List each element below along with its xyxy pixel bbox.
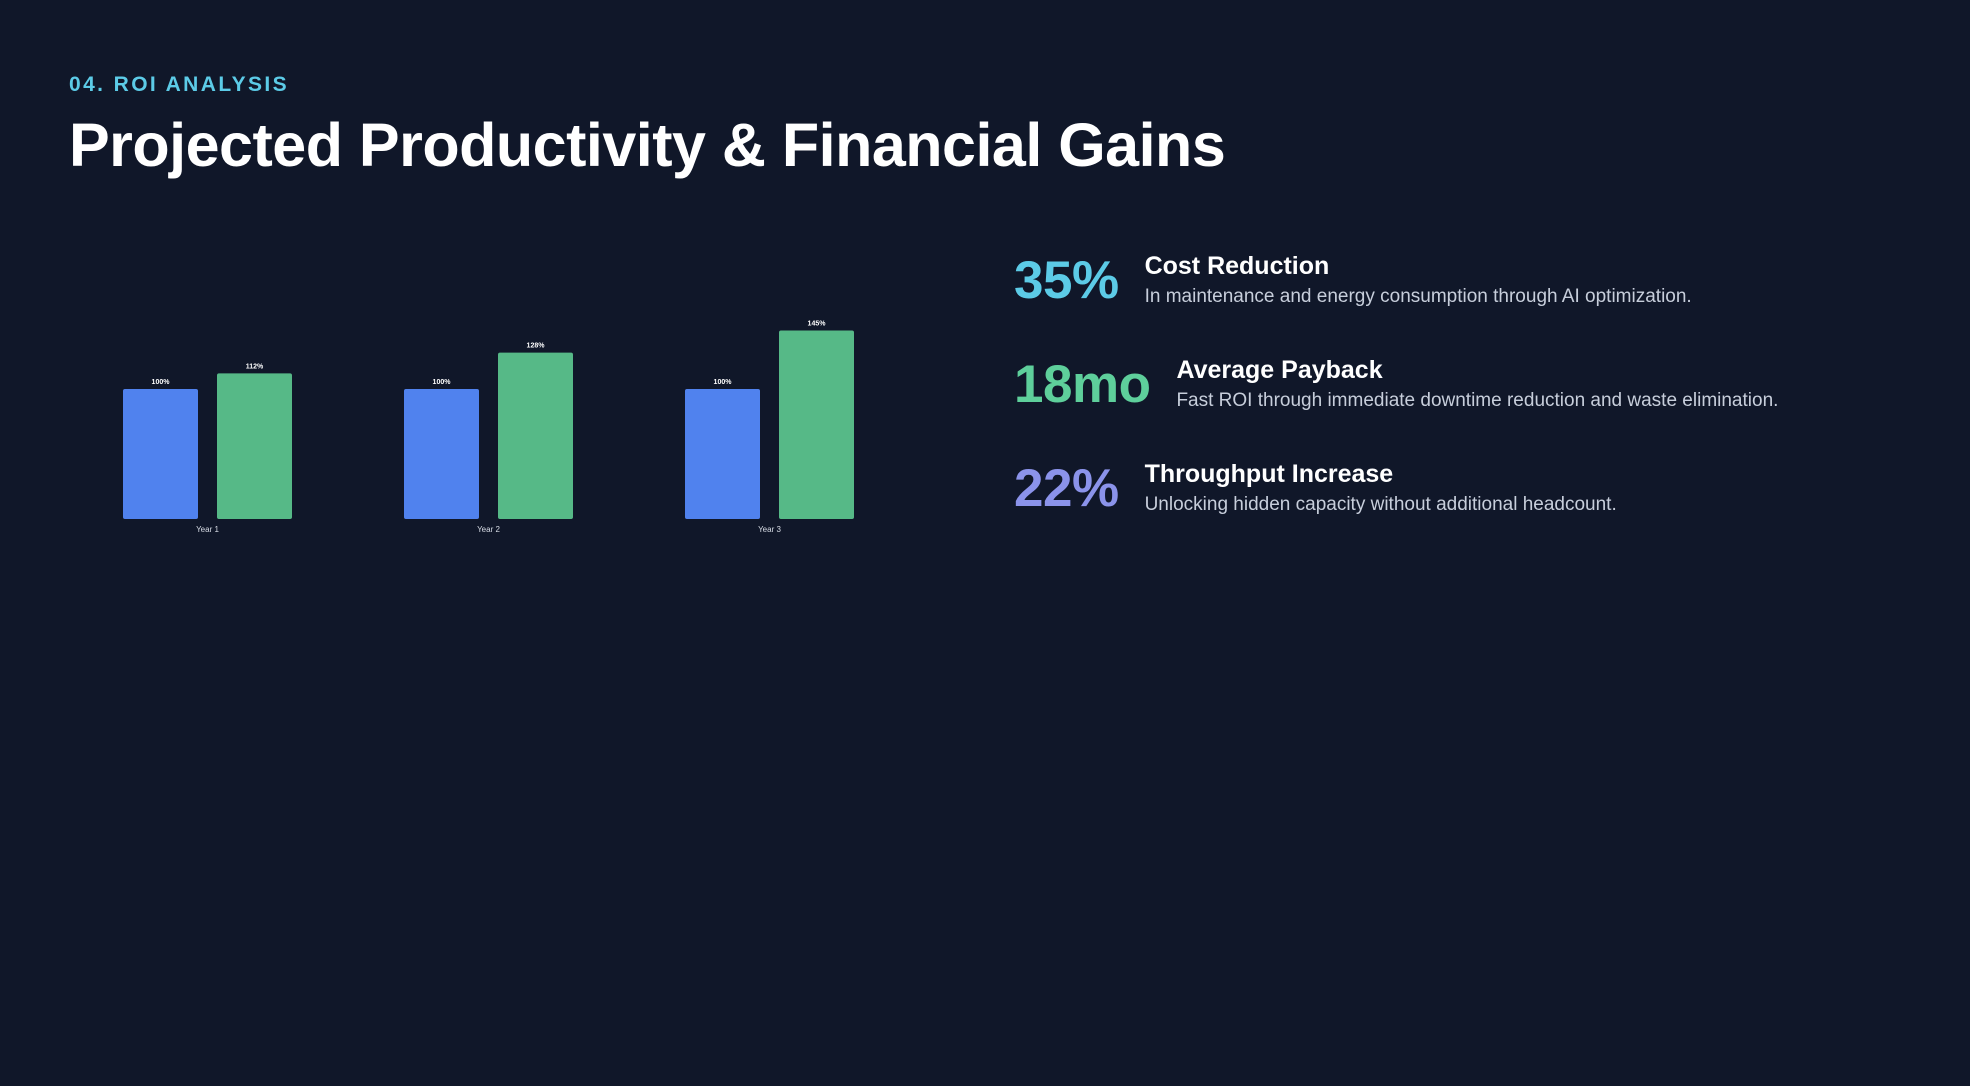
stat-text: Average Payback Fast ROI through immedia… [1176, 356, 1778, 413]
stat-value: 22% [1014, 458, 1119, 518]
bar-projected-1 [217, 373, 292, 519]
stat-average-payback: 18mo Average Payback Fast ROI through im… [1014, 356, 1778, 413]
bar-value-label: 100% [714, 379, 733, 386]
bar-projected-2 [498, 352, 573, 519]
chart-svg: 100% 112% Year 1 100% 128% Year 2 100% 145% Year… [123, 321, 854, 534]
stat-value: 35% [1014, 250, 1119, 310]
section-label: 04. ROI ANALYSIS [69, 73, 290, 96]
stat-cost-reduction: 35% Cost Reduction In maintenance and en… [1014, 252, 1692, 309]
bar-baseline-3 [685, 389, 760, 519]
stat-text: Cost Reduction In maintenance and energy… [1145, 252, 1692, 309]
bar-value-label: 145% [808, 321, 827, 328]
bar-value-label: 112% [246, 363, 264, 370]
x-tick-label: Year 3 [758, 525, 781, 534]
stat-title: Average Payback [1176, 356, 1383, 384]
page-title: Projected Productivity & Financial Gains [69, 111, 1226, 179]
bar-value-label: 100% [433, 379, 452, 386]
stat-text: Throughput Increase Unlocking hidden cap… [1145, 460, 1617, 517]
stat-title: Throughput Increase [1144, 460, 1394, 488]
x-tick-label: Year 1 [196, 525, 219, 534]
stat-title: Cost Reduction [1144, 252, 1330, 280]
bar-projected-3 [779, 330, 854, 519]
stat-description: In maintenance and energy consumption th… [1144, 285, 1692, 307]
x-tick-label: Year 2 [477, 525, 500, 534]
stat-value: 18mo [1014, 354, 1151, 414]
stat-description: Unlocking hidden capacity without additi… [1144, 493, 1617, 515]
bar-value-label: 128% [527, 343, 546, 350]
stat-description: Fast ROI through immediate downtime redu… [1176, 389, 1779, 411]
bar-baseline-1 [123, 389, 198, 519]
stat-throughput-increase: 22% Throughput Increase Unlocking hidden… [1014, 460, 1617, 517]
bar-value-label: 100% [152, 379, 171, 386]
roi-bar-chart: 100% 112% Year 1 100% 128% Year 2 100% 145% Year… [90, 300, 910, 550]
bar-baseline-2 [404, 389, 479, 519]
